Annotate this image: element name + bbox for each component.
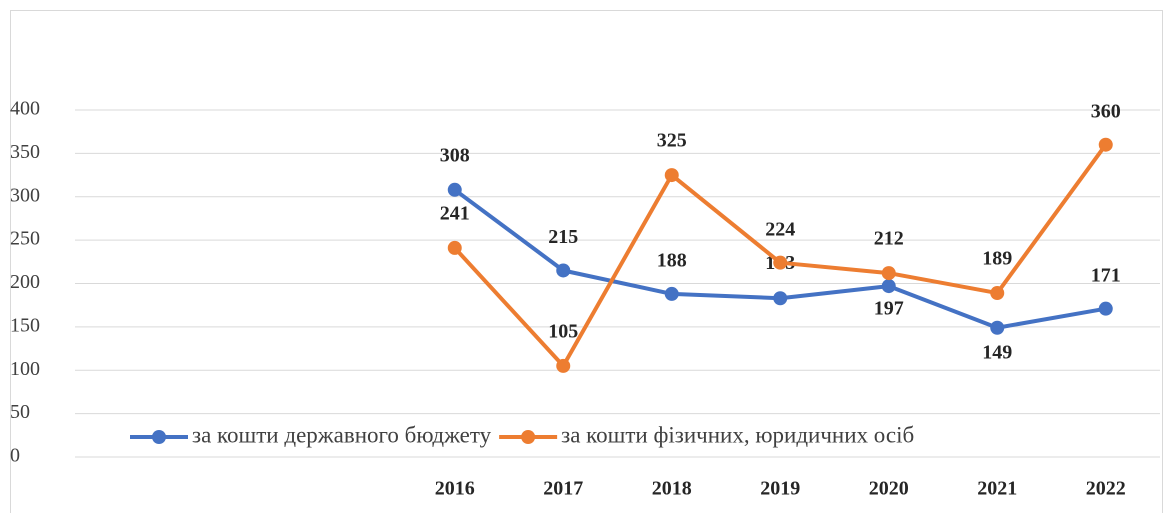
point — [773, 291, 788, 306]
data-label: 188 — [657, 250, 687, 272]
legend-label: за кошти державного бюджету — [192, 422, 492, 447]
point — [990, 320, 1005, 335]
point — [447, 240, 462, 255]
data-label: 149 — [982, 341, 1012, 363]
point — [447, 182, 462, 197]
y-tick-label: 100 — [10, 358, 40, 380]
data-label: 197 — [874, 298, 904, 320]
data-label: 224 — [765, 218, 795, 240]
y-tick-label: 0 — [10, 445, 20, 467]
legend-label: за кошти фізичних, юридичних осіб — [561, 422, 914, 447]
point — [1098, 301, 1113, 316]
y-tick-label: 350 — [10, 141, 40, 163]
y-tick-label: 150 — [10, 314, 40, 336]
point — [773, 255, 788, 270]
point — [990, 286, 1005, 301]
data-label: 189 — [982, 248, 1012, 270]
point — [556, 358, 571, 373]
y-tick-label: 50 — [10, 401, 30, 423]
x-tick-label: 2019 — [760, 478, 800, 500]
point — [881, 279, 896, 294]
x-tick-label: 2017 — [543, 478, 583, 500]
data-label: 171 — [1091, 264, 1121, 286]
data-label: 325 — [657, 130, 687, 152]
point — [881, 266, 896, 281]
point — [1098, 137, 1113, 152]
data-label: 241 — [440, 203, 470, 225]
x-tick-label: 2022 — [1086, 478, 1126, 500]
point — [664, 286, 679, 301]
y-tick-label: 200 — [10, 271, 40, 293]
data-label: 105 — [548, 321, 578, 343]
point — [664, 168, 679, 183]
data-label: 360 — [1091, 100, 1121, 122]
data-label: 215 — [548, 226, 578, 248]
legend-marker — [521, 430, 536, 444]
y-tick-label: 250 — [10, 228, 40, 250]
legend-marker — [152, 430, 166, 444]
chart-border — [10, 10, 1163, 513]
x-tick-label: 2021 — [977, 478, 1017, 500]
data-label: 212 — [874, 228, 904, 250]
data-label: 308 — [440, 144, 470, 166]
point — [556, 263, 571, 278]
y-tick-label: 400 — [10, 98, 40, 120]
x-tick-label: 2016 — [435, 478, 475, 500]
x-tick-label: 2018 — [652, 478, 692, 500]
y-tick-label: 300 — [10, 184, 40, 206]
x-tick-label: 2020 — [869, 478, 909, 500]
